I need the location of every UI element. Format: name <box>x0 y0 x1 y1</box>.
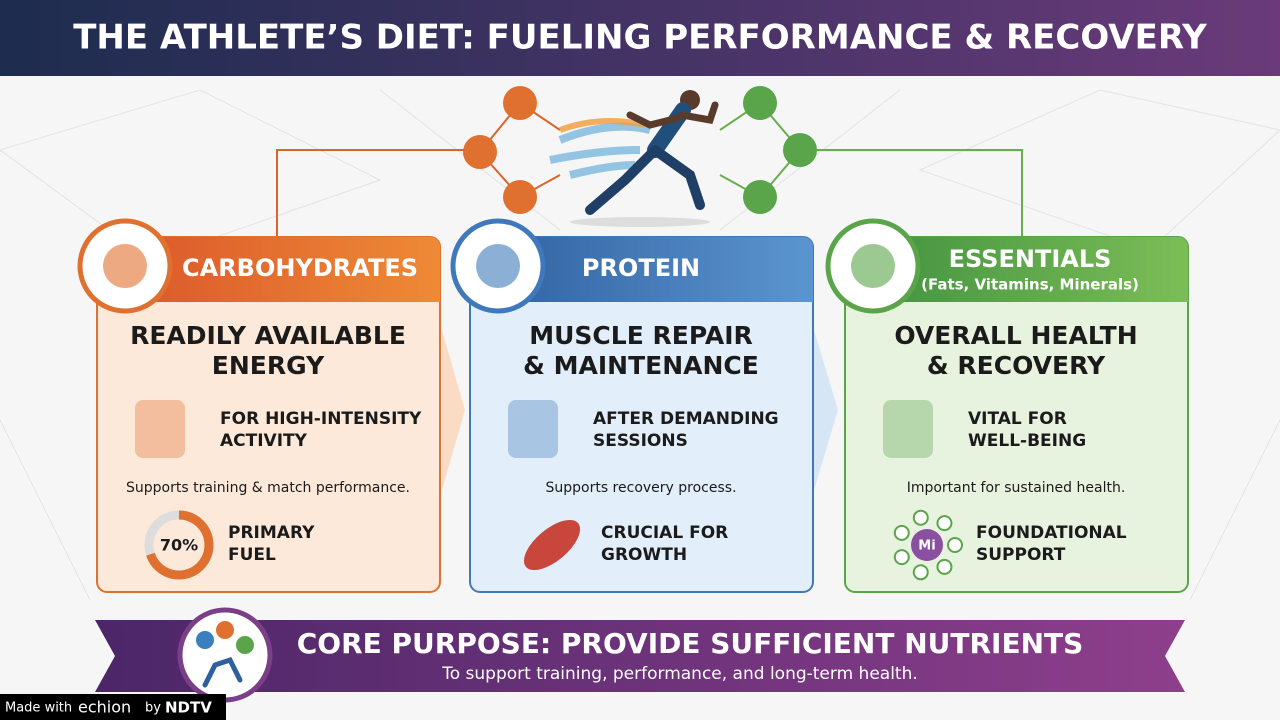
point-text: FOUNDATIONAL <box>976 523 1127 543</box>
chevron <box>814 330 838 490</box>
point-text: CRUCIAL FOR <box>601 523 728 543</box>
mineral-dot <box>936 515 953 532</box>
card-header <box>97 237 440 302</box>
point-text: ACTIVITY <box>220 431 308 451</box>
card-icon-art <box>476 244 520 288</box>
banner-icon-art <box>196 621 254 688</box>
point-text: PRIMARY <box>228 523 315 543</box>
point-text: AFTER DEMANDING <box>593 409 779 429</box>
point-text: VITAL FOR <box>968 409 1067 429</box>
card-header <box>845 287 1188 302</box>
footer-brand: echion <box>78 698 131 717</box>
footer-text: by <box>145 701 161 716</box>
point-text: FUEL <box>228 545 276 565</box>
mineral-dot <box>912 509 929 526</box>
point-text: GROWTH <box>601 545 687 565</box>
banner <box>95 620 1185 692</box>
card-note: Supports recovery process. <box>545 480 736 496</box>
mineral-center <box>911 529 943 561</box>
card-headline: & RECOVERY <box>927 351 1106 380</box>
banner-subtitle: To support training, performance, and lo… <box>441 664 918 684</box>
food-icons <box>463 86 817 214</box>
card-header <box>845 237 1188 302</box>
mineral-dot <box>947 537 963 553</box>
card-subheader: (Fats, Vitamins, Minerals) <box>921 276 1139 294</box>
point-icon <box>135 400 185 458</box>
card-header <box>470 287 813 302</box>
footer-partner: NDTV <box>165 699 212 717</box>
point-icon <box>883 400 933 458</box>
footer-text: Made with <box>5 701 72 716</box>
muscle-icon <box>523 519 581 571</box>
card-header-text: PROTEIN <box>582 254 700 282</box>
gauge-arc <box>146 510 214 580</box>
point-icon <box>508 400 558 458</box>
card-headline: MUSCLE REPAIR <box>529 321 753 350</box>
mineral-dot <box>893 524 910 541</box>
point-text: SESSIONS <box>593 431 688 451</box>
gauge-label: 70% <box>160 536 198 555</box>
card-note: Supports training & match performance. <box>126 480 410 496</box>
banner-title: CORE PURPOSE: PROVIDE SUFFICIENT NUTRIEN… <box>297 627 1084 660</box>
runner <box>549 90 719 227</box>
footer-bar <box>0 694 226 720</box>
point-text: WELL-BEING <box>968 431 1086 451</box>
chevron <box>442 330 465 490</box>
title-bar <box>0 0 1280 76</box>
card-note: Important for sustained health. <box>907 480 1126 496</box>
title: THE ATHLETE’S DIET: FUELING PERFORMANCE … <box>73 18 1207 58</box>
background-pattern <box>0 89 1280 601</box>
mineral-dot <box>912 564 929 581</box>
card-headline: ENERGY <box>212 351 325 380</box>
card-header-text: CARBOHYDRATES <box>182 254 418 282</box>
card-headline: OVERALL HEALTH <box>894 321 1137 350</box>
point-text: SUPPORT <box>976 545 1066 565</box>
card-icon-art <box>103 244 147 288</box>
connector <box>276 149 470 237</box>
point-text: FOR HIGH-INTENSITY <box>220 409 422 429</box>
card-header <box>470 237 813 302</box>
mineral-dot <box>893 549 910 566</box>
icon-label: Mi <box>918 539 935 554</box>
card-header <box>97 287 440 302</box>
connector <box>815 149 1023 237</box>
card-header-text: ESSENTIALS <box>949 245 1112 273</box>
card-icon-art <box>851 244 895 288</box>
card-headline: & MAINTENANCE <box>523 351 759 380</box>
mineral-dot <box>936 558 953 575</box>
card-headline: READILY AVAILABLE <box>130 321 406 350</box>
